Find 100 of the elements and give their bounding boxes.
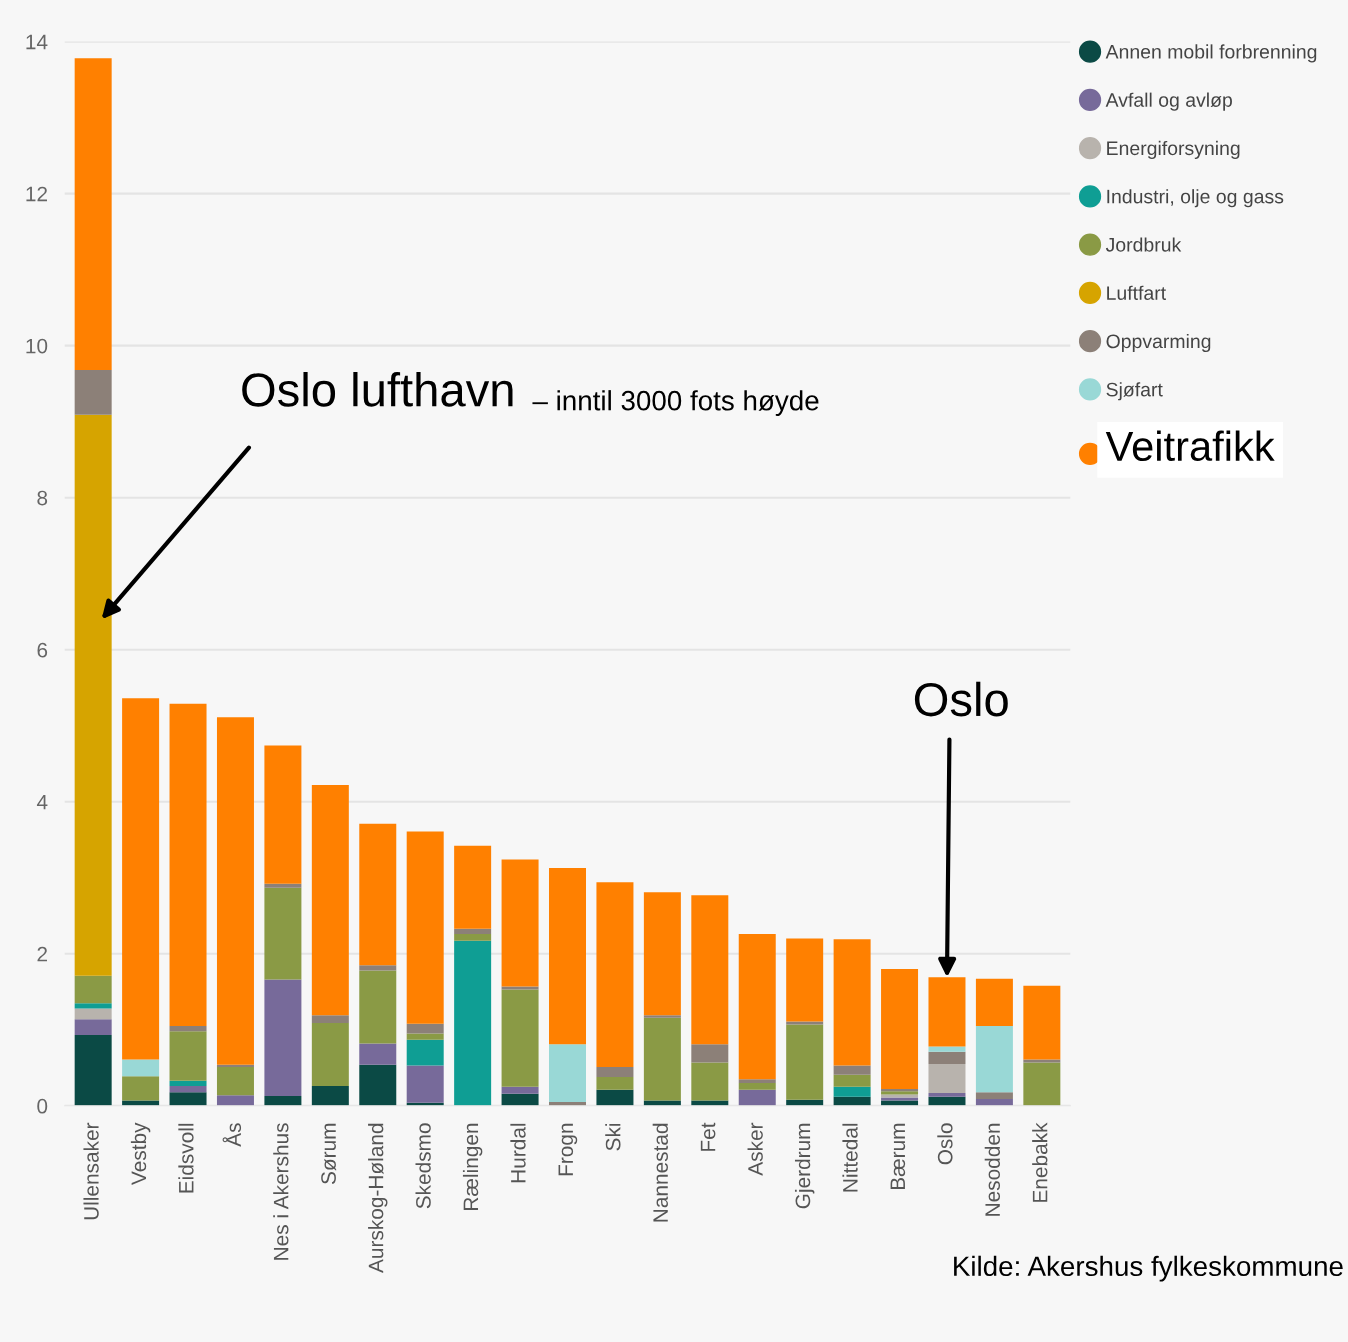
bar bbox=[264, 979, 302, 1096]
bar bbox=[975, 1025, 1013, 1093]
bar bbox=[264, 745, 302, 884]
bar bbox=[74, 414, 112, 976]
bar bbox=[928, 1064, 966, 1093]
x-tick-label: Nes i Akershus bbox=[273, 1123, 289, 1260]
bar bbox=[216, 717, 254, 1065]
bar bbox=[596, 1067, 634, 1077]
bar bbox=[738, 1079, 776, 1083]
bar bbox=[169, 1025, 207, 1032]
bar bbox=[406, 831, 444, 1024]
bar bbox=[691, 895, 729, 1045]
x-tick-label: Nittedal bbox=[842, 1123, 858, 1192]
bar bbox=[738, 1083, 776, 1090]
x-tick-label: Ås bbox=[222, 1123, 242, 1147]
x-tick-label: Aurskog-Høland bbox=[368, 1123, 388, 1273]
bar bbox=[501, 1086, 539, 1094]
annotation: Oslo lufthavn bbox=[242, 372, 513, 407]
bar bbox=[738, 934, 776, 1080]
x-tick-label: Rælingen bbox=[462, 1123, 483, 1210]
bar bbox=[74, 369, 112, 415]
bar bbox=[1023, 1059, 1061, 1063]
legend-label: Annen mobil forbrenning bbox=[1105, 44, 1317, 63]
legend-label: Industri, olje og gass bbox=[1107, 189, 1284, 208]
x-tick-label: Vestby bbox=[130, 1122, 151, 1185]
bar bbox=[406, 1039, 444, 1066]
x-tick-label: Asker bbox=[747, 1122, 763, 1176]
x-tick-label: Ski bbox=[605, 1123, 621, 1151]
x-tick-label: Frogn bbox=[558, 1123, 578, 1176]
y-tick-label: 6 bbox=[37, 642, 48, 658]
bar bbox=[501, 859, 539, 987]
bar bbox=[928, 1092, 966, 1097]
bar bbox=[928, 1051, 966, 1064]
bar bbox=[216, 1095, 254, 1106]
bar bbox=[501, 986, 539, 990]
legend-label: Veitrafikk bbox=[1105, 430, 1275, 462]
legend-label: Avfall og avløp bbox=[1105, 92, 1232, 111]
bar bbox=[596, 1089, 634, 1106]
bar bbox=[359, 823, 397, 966]
bar bbox=[74, 1035, 112, 1106]
bar bbox=[786, 938, 824, 1022]
annotation: – inntil 3000 fots høyde bbox=[532, 390, 819, 417]
bar bbox=[359, 970, 397, 1044]
y-tick-label: 10 bbox=[26, 338, 48, 354]
bar bbox=[359, 1043, 397, 1065]
bar bbox=[169, 1092, 207, 1106]
bar bbox=[122, 1076, 160, 1101]
bar bbox=[691, 1100, 729, 1106]
y-tick-label: 8 bbox=[37, 490, 48, 506]
x-tick-label: Skedsmo bbox=[415, 1123, 431, 1209]
bar bbox=[311, 785, 349, 1016]
x-tick-label: Ullensaker bbox=[83, 1122, 99, 1220]
bar bbox=[643, 892, 681, 1016]
bar bbox=[738, 1089, 776, 1106]
y-tick-label: 2 bbox=[37, 946, 47, 962]
bar bbox=[1023, 1062, 1061, 1106]
bar bbox=[359, 965, 397, 971]
bar bbox=[786, 1024, 824, 1100]
legend-label: Jordbruk bbox=[1105, 237, 1182, 252]
bar bbox=[406, 1065, 444, 1103]
legend-label: Oppvarming bbox=[1106, 333, 1211, 353]
bar bbox=[122, 698, 160, 1060]
bar bbox=[881, 968, 919, 1090]
legend-label: Energiforsyning bbox=[1107, 140, 1240, 159]
y-tick-label: 0 bbox=[37, 1098, 48, 1114]
x-tick-label: Hurdal bbox=[510, 1123, 526, 1183]
bar bbox=[454, 934, 492, 941]
bar bbox=[311, 1086, 349, 1106]
bar bbox=[596, 1076, 634, 1090]
bar bbox=[928, 1046, 966, 1052]
bar bbox=[216, 1067, 254, 1096]
bar bbox=[691, 1062, 729, 1101]
x-tick-label: Enebakk bbox=[1032, 1122, 1048, 1202]
x-tick-label: Eidsvoll bbox=[178, 1123, 194, 1193]
bar bbox=[169, 1086, 207, 1093]
y-tick-label: 12 bbox=[26, 186, 47, 202]
bar bbox=[643, 1100, 681, 1106]
bar bbox=[501, 1093, 539, 1106]
bar bbox=[833, 1065, 871, 1075]
bar bbox=[454, 940, 492, 1106]
bar bbox=[454, 928, 492, 935]
bar bbox=[311, 1015, 349, 1023]
bar bbox=[833, 1074, 871, 1087]
bar bbox=[881, 1100, 919, 1106]
bar bbox=[311, 1022, 349, 1087]
bar bbox=[454, 845, 492, 929]
legend-label: Sjøfart bbox=[1106, 382, 1163, 401]
bar bbox=[643, 1017, 681, 1101]
bar bbox=[691, 1044, 729, 1063]
bar bbox=[786, 1021, 824, 1025]
bar bbox=[549, 867, 587, 1045]
bar bbox=[1023, 985, 1061, 1060]
bar bbox=[975, 1092, 1013, 1099]
y-tick-label: 4 bbox=[36, 794, 48, 810]
bar bbox=[975, 978, 1013, 1026]
bar bbox=[169, 1080, 207, 1087]
bar bbox=[549, 1044, 587, 1103]
bar bbox=[264, 887, 302, 980]
x-tick-label: Sørum bbox=[321, 1123, 337, 1185]
bar bbox=[833, 939, 871, 1066]
